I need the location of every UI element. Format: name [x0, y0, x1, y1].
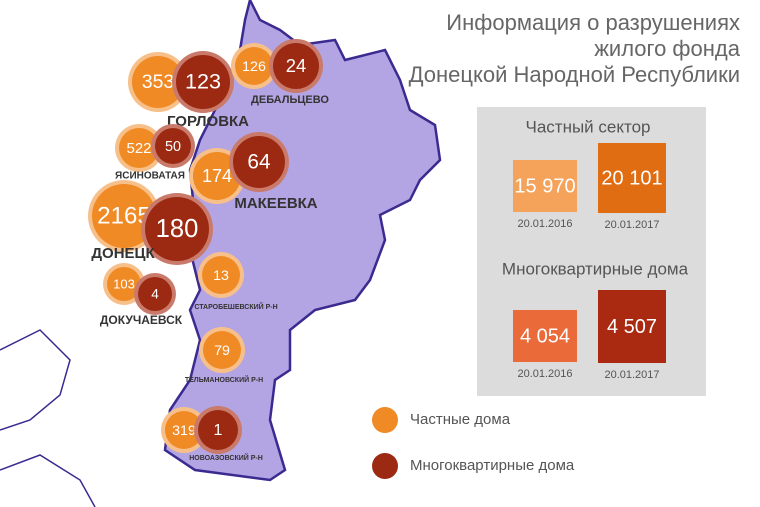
apartment-bubble: [198, 410, 238, 450]
legend-label: Частные дома: [410, 411, 511, 428]
panel-heading: Частный сектор: [526, 117, 651, 136]
private-count: 79: [214, 343, 230, 359]
private-count: 103: [113, 276, 135, 291]
stat-box: [598, 143, 666, 213]
private-bubble: [165, 411, 203, 449]
stats-panel: [477, 107, 706, 396]
city-label: СТАРОБЕШЕВСКИЙ Р-Н: [194, 302, 277, 311]
legend-label: Многоквартирные дома: [410, 457, 575, 474]
stat-date: 20.01.2017: [604, 369, 659, 381]
stat-box: [598, 290, 666, 363]
apartment-bubble: [145, 197, 209, 261]
apartment-bubble: [273, 43, 319, 89]
stat-value: 4 507: [607, 316, 657, 338]
border-line: [0, 329, 71, 431]
apartment-count: 123: [185, 69, 221, 94]
private-bubble: [235, 47, 273, 85]
apartment-bubble: [155, 128, 191, 164]
private-bubble: [107, 267, 141, 301]
stat-box: [513, 310, 577, 362]
city-label: ТЕЛЬМАНОВСКИЙ Р-Н: [185, 375, 263, 384]
private-bubble: [132, 56, 184, 108]
apartment-bubble: [233, 136, 285, 188]
private-count: 353: [142, 71, 175, 93]
private-bubble: [202, 256, 240, 294]
legend-swatch: [372, 407, 398, 433]
apartment-bubble: [176, 55, 230, 109]
stat-date: 20.01.2016: [517, 218, 572, 230]
border-line: [0, 454, 96, 507]
apartment-count: 50: [165, 139, 181, 155]
private-count: 522: [126, 140, 151, 157]
apartment-count: 24: [286, 55, 306, 76]
private-bubble: [119, 128, 159, 168]
private-bubble: [203, 331, 241, 369]
panel-heading: Многоквартирные дома: [502, 259, 689, 278]
stat-date: 20.01.2016: [517, 368, 572, 380]
stat-value: 4 054: [520, 325, 570, 347]
apartment-count: 64: [247, 151, 270, 174]
legend-swatch: [372, 453, 398, 479]
city-label: ДЕБАЛЬЦЕВО: [251, 94, 329, 106]
city-label: ГОРЛОВКА: [167, 113, 249, 130]
private-bubble: [193, 152, 241, 200]
city-label: МАКЕЕВКА: [234, 195, 317, 212]
city-label: ЯСИНОВАТАЯ: [115, 171, 185, 182]
apartment-bubble: [138, 277, 172, 311]
stat-box: [513, 160, 577, 212]
city-label: НОВОАЗОВСКИЙ Р-Н: [189, 453, 263, 462]
apartment-count: 1: [214, 422, 223, 439]
private-bubble: [92, 184, 156, 248]
city-label: ДОНЕЦК: [91, 245, 155, 262]
city-label: ДОКУЧАЕВСК: [100, 313, 183, 327]
private-count: 126: [242, 59, 266, 75]
private-count: 13: [213, 268, 229, 284]
apartment-count: 4: [151, 287, 159, 302]
private-count: 174: [202, 166, 232, 186]
title-line: жилого фонда: [594, 36, 741, 61]
apartment-count: 180: [156, 215, 199, 243]
stat-value: 20 101: [601, 167, 662, 189]
stat-value: 15 970: [514, 175, 575, 197]
private-count: 319: [172, 423, 196, 439]
title-line: Донецкой Народной Республики: [409, 62, 740, 87]
title-line: Информация о разрушениях: [446, 10, 740, 35]
stat-date: 20.01.2017: [604, 219, 659, 231]
